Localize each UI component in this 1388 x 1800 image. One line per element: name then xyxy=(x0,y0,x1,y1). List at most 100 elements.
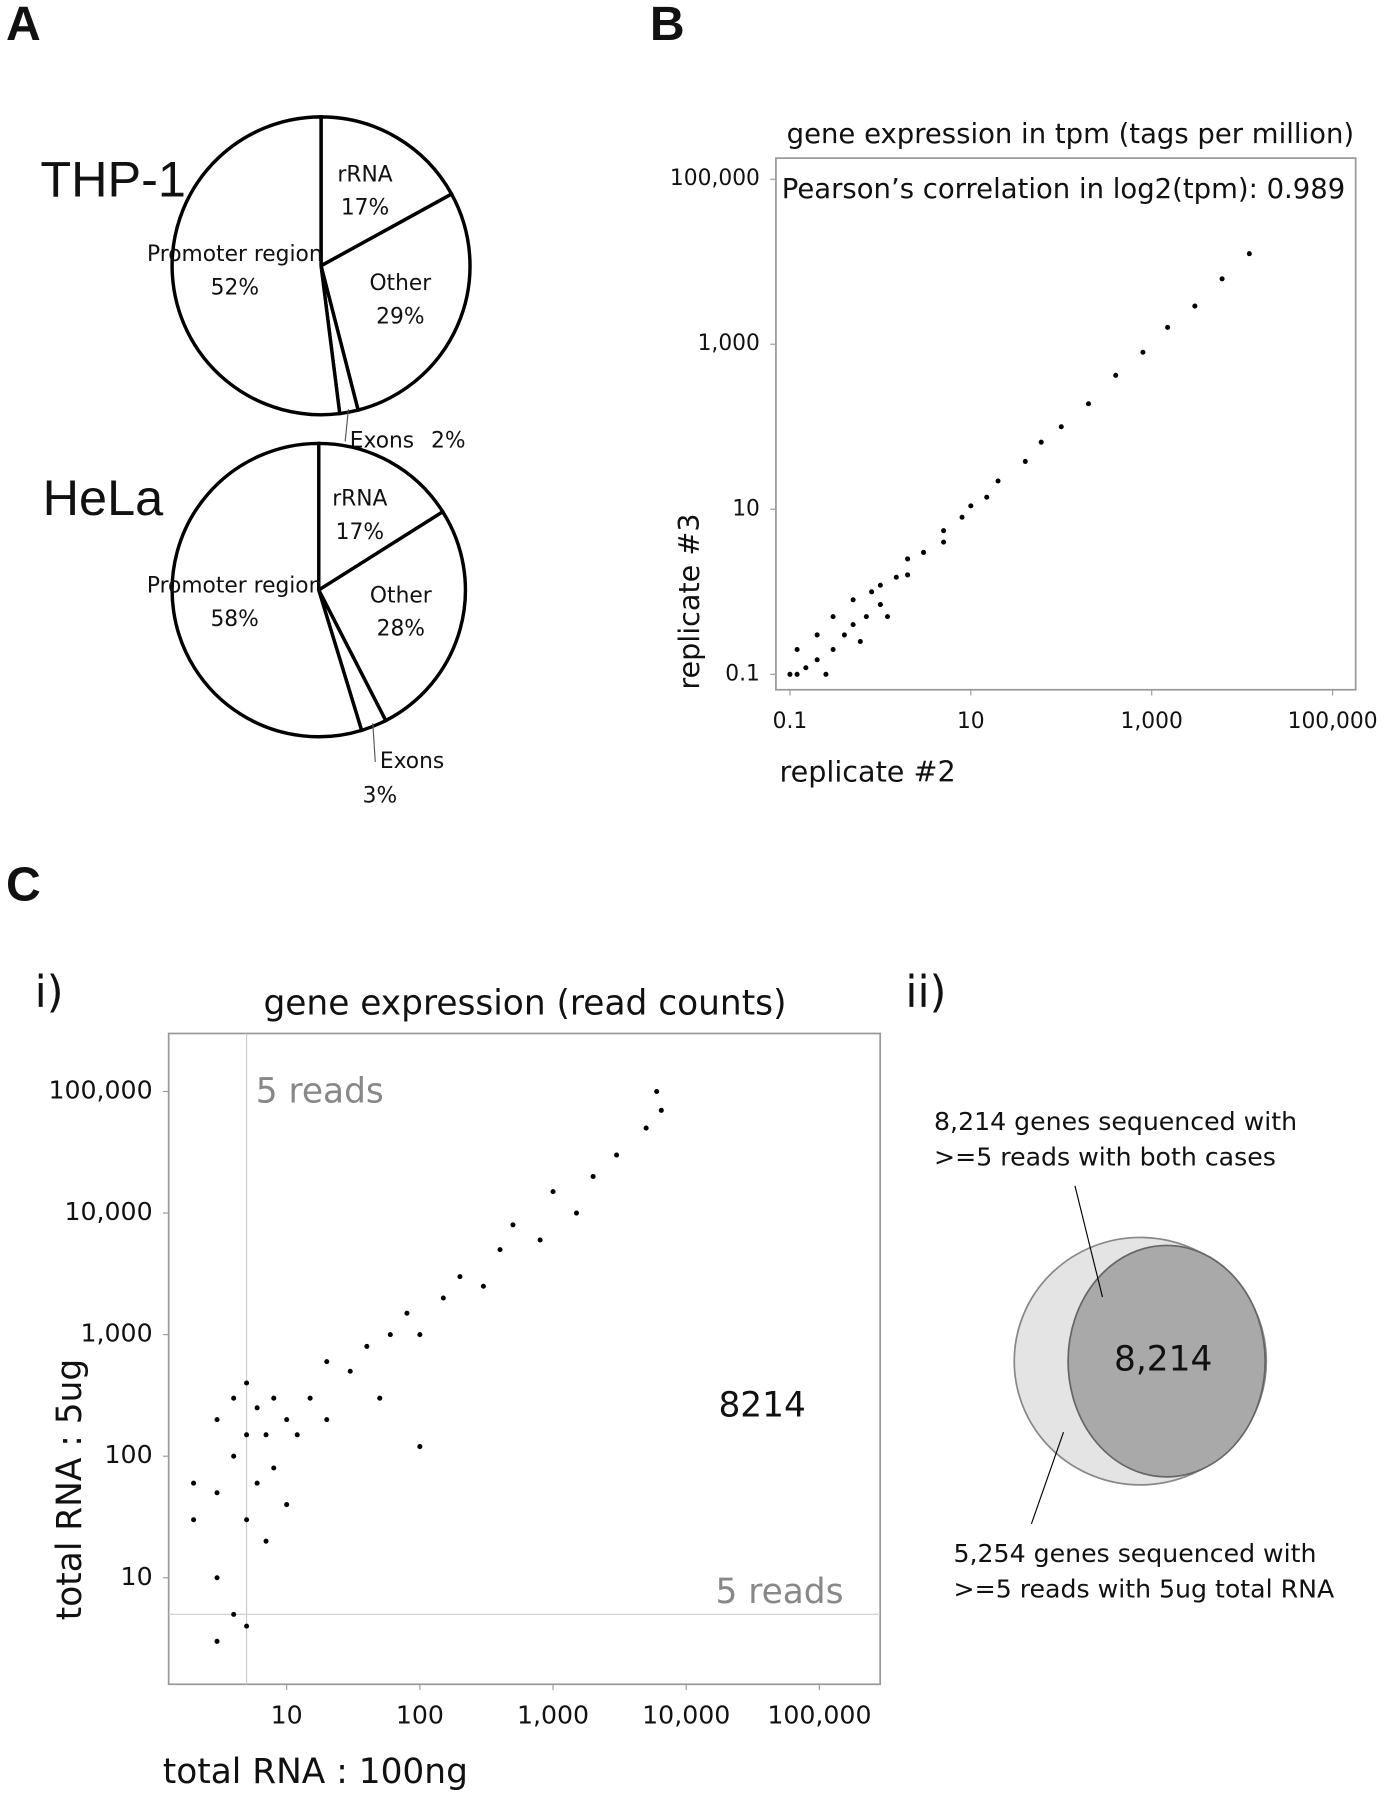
threshold-label: 5 reads xyxy=(256,1072,384,1112)
point xyxy=(244,1623,250,1629)
slice-value: 52% xyxy=(211,275,259,300)
chart-title: gene expression (read counts) xyxy=(263,983,786,1023)
point xyxy=(294,1432,300,1438)
plot-frame xyxy=(775,157,1357,691)
plot-frame xyxy=(167,1032,882,1686)
threshold-label: 5 reads xyxy=(715,1572,843,1612)
slice-label: rRNA xyxy=(337,162,392,187)
y-tick-label: 100 xyxy=(105,1440,153,1469)
slice-value: 3% xyxy=(363,783,398,808)
slice-value: 58% xyxy=(210,607,258,632)
x-tick-label: 100,000 xyxy=(1288,709,1378,734)
point xyxy=(324,1417,330,1423)
point xyxy=(254,1405,260,1411)
point xyxy=(537,1237,543,1243)
point xyxy=(877,602,883,608)
point xyxy=(573,1210,580,1216)
slice-value: 17% xyxy=(336,520,384,545)
subpanel-label: ii) xyxy=(905,968,946,1018)
point xyxy=(1165,324,1171,330)
point xyxy=(614,1152,620,1158)
point xyxy=(984,494,990,500)
point xyxy=(905,572,911,578)
point xyxy=(643,1125,649,1131)
point xyxy=(794,671,800,677)
x-tick-label: 10,000 xyxy=(642,1700,730,1729)
venn-label: 8,214 genes sequenced with xyxy=(934,1107,1297,1136)
point xyxy=(404,1310,410,1316)
point xyxy=(1058,424,1064,430)
venn-label: 5,254 genes sequenced with xyxy=(954,1539,1317,1568)
point xyxy=(284,1502,290,1508)
point xyxy=(324,1359,330,1365)
slice-label: Other xyxy=(370,583,432,608)
slice-label: Exons xyxy=(380,749,444,774)
point xyxy=(794,646,800,652)
x-tick-label: 10 xyxy=(957,709,985,734)
point xyxy=(658,1107,664,1113)
point xyxy=(1022,458,1028,464)
point xyxy=(968,503,974,509)
point xyxy=(1246,251,1252,257)
point xyxy=(787,671,793,677)
pie-slice xyxy=(170,441,364,739)
point xyxy=(364,1343,370,1349)
point xyxy=(191,1517,197,1523)
leader-line xyxy=(372,723,376,763)
point xyxy=(995,478,1001,484)
point xyxy=(387,1332,393,1338)
point xyxy=(941,539,947,545)
x-tick-label: 0.1 xyxy=(773,709,808,734)
point xyxy=(893,574,899,580)
point xyxy=(823,671,829,677)
point xyxy=(1219,276,1225,282)
leader-line xyxy=(344,409,349,442)
subpanel-label: i) xyxy=(35,968,64,1018)
pie-title: HeLa xyxy=(43,469,164,526)
point xyxy=(347,1368,353,1374)
venn-label: >=5 reads with both cases xyxy=(934,1142,1276,1171)
x-tick-label: 1,000 xyxy=(1121,709,1183,734)
point xyxy=(869,589,875,595)
point xyxy=(231,1611,237,1617)
point xyxy=(863,614,869,620)
point xyxy=(959,514,965,520)
annotation: 8214 xyxy=(718,1386,805,1426)
x-axis-label: total RNA : 100ng xyxy=(163,1752,468,1792)
y-axis-label: total RNA : 5ug xyxy=(50,1359,90,1620)
venn-inner xyxy=(1067,1244,1267,1478)
point xyxy=(244,1517,250,1523)
point xyxy=(850,597,856,603)
x-tick-label: 100,000 xyxy=(767,1700,871,1729)
slice-label: Promoter region xyxy=(147,242,323,267)
point xyxy=(231,1453,237,1459)
slice-value: 2% xyxy=(431,428,466,453)
x-tick-label: 100 xyxy=(396,1700,444,1729)
x-axis-label: replicate #2 xyxy=(779,754,955,788)
slice-value: 17% xyxy=(341,196,389,221)
panel-label: C xyxy=(6,858,41,912)
point xyxy=(244,1432,250,1438)
y-tick-label: 1,000 xyxy=(81,1319,153,1348)
point xyxy=(654,1088,660,1095)
slice-value: 28% xyxy=(377,617,425,642)
point xyxy=(905,556,911,562)
point xyxy=(480,1283,486,1289)
venn-label: >=5 reads with 5ug total RNA xyxy=(954,1574,1335,1603)
point xyxy=(857,638,863,644)
point xyxy=(830,614,836,620)
pie-slice xyxy=(317,441,446,594)
point xyxy=(1085,401,1092,407)
x-tick-label: 10 xyxy=(271,1700,303,1729)
point xyxy=(231,1395,237,1401)
slice-label: rRNA xyxy=(332,487,387,512)
point xyxy=(814,632,820,638)
slice-value: 29% xyxy=(376,304,424,329)
point xyxy=(457,1274,463,1280)
point xyxy=(921,549,927,555)
point xyxy=(214,1490,220,1496)
point xyxy=(307,1395,313,1401)
point xyxy=(814,657,820,663)
point xyxy=(497,1247,503,1253)
